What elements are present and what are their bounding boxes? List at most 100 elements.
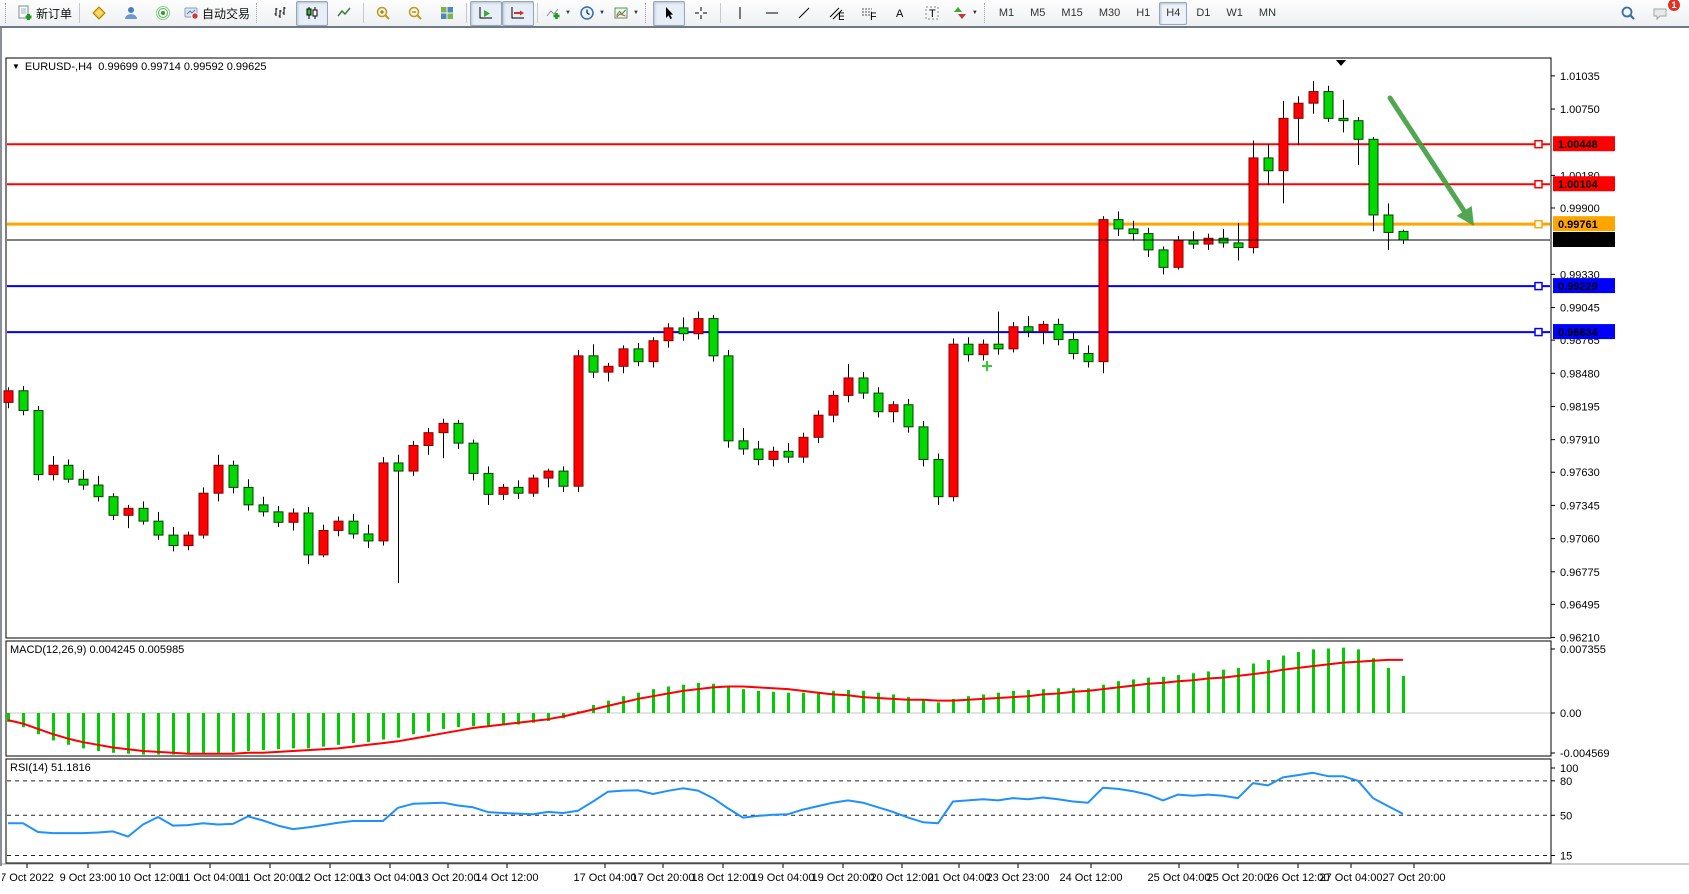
- search-button[interactable]: [1612, 1, 1644, 26]
- hline-0.99761[interactable]: 0.99761: [7, 216, 1615, 232]
- signals-button[interactable]: [147, 1, 179, 26]
- svg-text:17 Oct 04:00: 17 Oct 04:00: [574, 872, 637, 884]
- timeframe-button-M15[interactable]: M15: [1061, 7, 1083, 19]
- timeframe-button-D1[interactable]: D1: [1196, 7, 1211, 19]
- svg-text:0.007355: 0.007355: [1560, 644, 1606, 656]
- notification-badge: 1: [1667, 0, 1681, 12]
- main-toolbar: 新订单 自动交易 ▼ ▼ ▼ E F A T ▼ M1 M5 M15 M30 H1 H4 D…: [0, 0, 1689, 28]
- template-icon: [613, 5, 629, 21]
- zoom-in-button[interactable]: [367, 1, 399, 26]
- arrows-tool-button[interactable]: ▼: [948, 1, 982, 26]
- separator: [537, 3, 539, 23]
- metaeditor-button[interactable]: [83, 1, 115, 26]
- tile-windows-icon: [439, 5, 455, 21]
- toolbar-grip[interactable]: [644, 3, 649, 23]
- timeframe-button-M1[interactable]: M1: [998, 7, 1015, 19]
- dropdown-arrow-icon: ▼: [632, 10, 639, 16]
- channel-tool-button[interactable]: E: [820, 1, 852, 26]
- fibonacci-tool-button[interactable]: F: [852, 1, 884, 26]
- line-chart-icon: [336, 5, 352, 21]
- svg-text:19 Oct 20:00: 19 Oct 20:00: [812, 872, 875, 884]
- svg-text:17 Oct 20:00: 17 Oct 20:00: [632, 872, 695, 884]
- vertical-line-tool-button[interactable]: [724, 1, 756, 26]
- svg-text:0.97345: 0.97345: [1560, 500, 1600, 512]
- text-label-icon: T: [924, 5, 940, 21]
- svg-text:80: 80: [1560, 776, 1572, 788]
- candlestick-icon: [304, 5, 320, 21]
- shift-marker-icon[interactable]: [1336, 60, 1346, 66]
- svg-text:9 Oct 23:00: 9 Oct 23:00: [60, 872, 117, 884]
- new-order-icon: [17, 5, 33, 21]
- hline-0.99229[interactable]: 0.99229: [7, 278, 1615, 293]
- hline-0.98834[interactable]: 0.98834: [7, 324, 1615, 340]
- hline-1.00448[interactable]: 1.00448: [7, 136, 1615, 152]
- line-chart-button[interactable]: [328, 1, 360, 26]
- svg-text:0.96210: 0.96210: [1560, 633, 1600, 645]
- svg-text:50: 50: [1560, 810, 1572, 822]
- notifications-button[interactable]: 1: [1644, 0, 1681, 26]
- current-price-line: 0.99625: [7, 232, 1615, 247]
- crosshair-tool-button[interactable]: [685, 1, 717, 26]
- new-order-button[interactable]: 新订单: [13, 1, 76, 26]
- svg-text:14 Oct 12:00: 14 Oct 12:00: [476, 872, 539, 884]
- text-tool-button[interactable]: A: [884, 1, 916, 26]
- svg-text:0.97630: 0.97630: [1560, 467, 1600, 479]
- dropdown-arrow-icon: ▼: [565, 10, 571, 16]
- horizontal-line-icon: [764, 5, 780, 21]
- svg-text:21 Oct 04:00: 21 Oct 04:00: [928, 872, 991, 884]
- svg-text:100: 100: [1560, 763, 1578, 775]
- chart-title-collapse-icon[interactable]: ▼: [12, 62, 20, 71]
- text-label-tool-button[interactable]: T: [916, 1, 948, 26]
- svg-text:0.98195: 0.98195: [1560, 401, 1600, 413]
- svg-text:11 Oct 20:00: 11 Oct 20:00: [239, 872, 301, 884]
- auto-scroll-icon: [478, 5, 494, 21]
- indicators-button[interactable]: ▼: [541, 1, 575, 26]
- zoom-in-icon: [375, 5, 391, 21]
- cursor-tool-button[interactable]: [652, 0, 685, 26]
- hline-1.00104[interactable]: 1.00104: [7, 176, 1615, 192]
- macd-name: MACD(12,26,9): [10, 644, 87, 656]
- horizontal-line-tool-button[interactable]: [756, 1, 788, 26]
- chart-window[interactable]: 1.010351.007501.001800.999000.993300.990…: [0, 28, 1689, 884]
- timeframe-button-MN[interactable]: MN: [1258, 7, 1277, 19]
- autotrading-icon: [183, 5, 199, 21]
- templates-button[interactable]: ▼: [609, 1, 643, 26]
- zoom-out-button[interactable]: [399, 1, 431, 26]
- cursor-icon: [661, 5, 677, 21]
- metaeditor-icon: [91, 5, 107, 21]
- trend-arrow[interactable]: [1387, 95, 1474, 226]
- chart-canvas[interactable]: 1.010351.007501.001800.999000.993300.990…: [2, 28, 1689, 894]
- toolbar-grip[interactable]: [256, 3, 260, 23]
- timeframe-button-H4[interactable]: H4: [1159, 1, 1188, 25]
- bar-chart-button[interactable]: [264, 1, 296, 26]
- candlestick-chart-button[interactable]: [296, 0, 329, 26]
- timeframe-button-H1[interactable]: H1: [1136, 7, 1151, 19]
- timeframe-button-M30[interactable]: M30: [1098, 7, 1121, 19]
- svg-text:1.01035: 1.01035: [1560, 71, 1600, 83]
- chart-shift-button[interactable]: [502, 0, 535, 26]
- separator: [363, 3, 365, 23]
- vertical-line-icon: [732, 5, 748, 21]
- profiles-button[interactable]: [115, 1, 147, 26]
- price-axis[interactable]: 1.010351.007501.001800.999000.993300.990…: [1551, 71, 1600, 645]
- timeframe-button-M5[interactable]: M5: [1030, 7, 1046, 19]
- periods-button[interactable]: ▼: [575, 1, 609, 26]
- autotrading-label: 自动交易: [202, 6, 251, 21]
- chart-shift-icon: [510, 5, 526, 21]
- macd-values: 0.004245 0.005985: [89, 644, 185, 656]
- candlestick-series: [3, 81, 1409, 583]
- toolbar-grip[interactable]: [5, 3, 9, 23]
- tile-windows-button[interactable]: [431, 1, 463, 26]
- trendline-tool-button[interactable]: [788, 1, 820, 26]
- svg-text:0.99900: 0.99900: [1560, 203, 1600, 215]
- separator: [466, 3, 468, 23]
- svg-text:13 Oct 20:00: 13 Oct 20:00: [417, 872, 480, 884]
- rsi-indicator-label: RSI(14) 51.1816: [10, 762, 91, 774]
- timeframe-button-W1[interactable]: W1: [1226, 7, 1243, 19]
- autotrading-button[interactable]: 自动交易: [179, 1, 254, 26]
- auto-scroll-button[interactable]: [470, 0, 503, 26]
- arrows-icon: [952, 5, 968, 21]
- chart-symbol-period: EURUSD-,H4: [24, 61, 93, 73]
- toolbar-grip[interactable]: [983, 3, 988, 23]
